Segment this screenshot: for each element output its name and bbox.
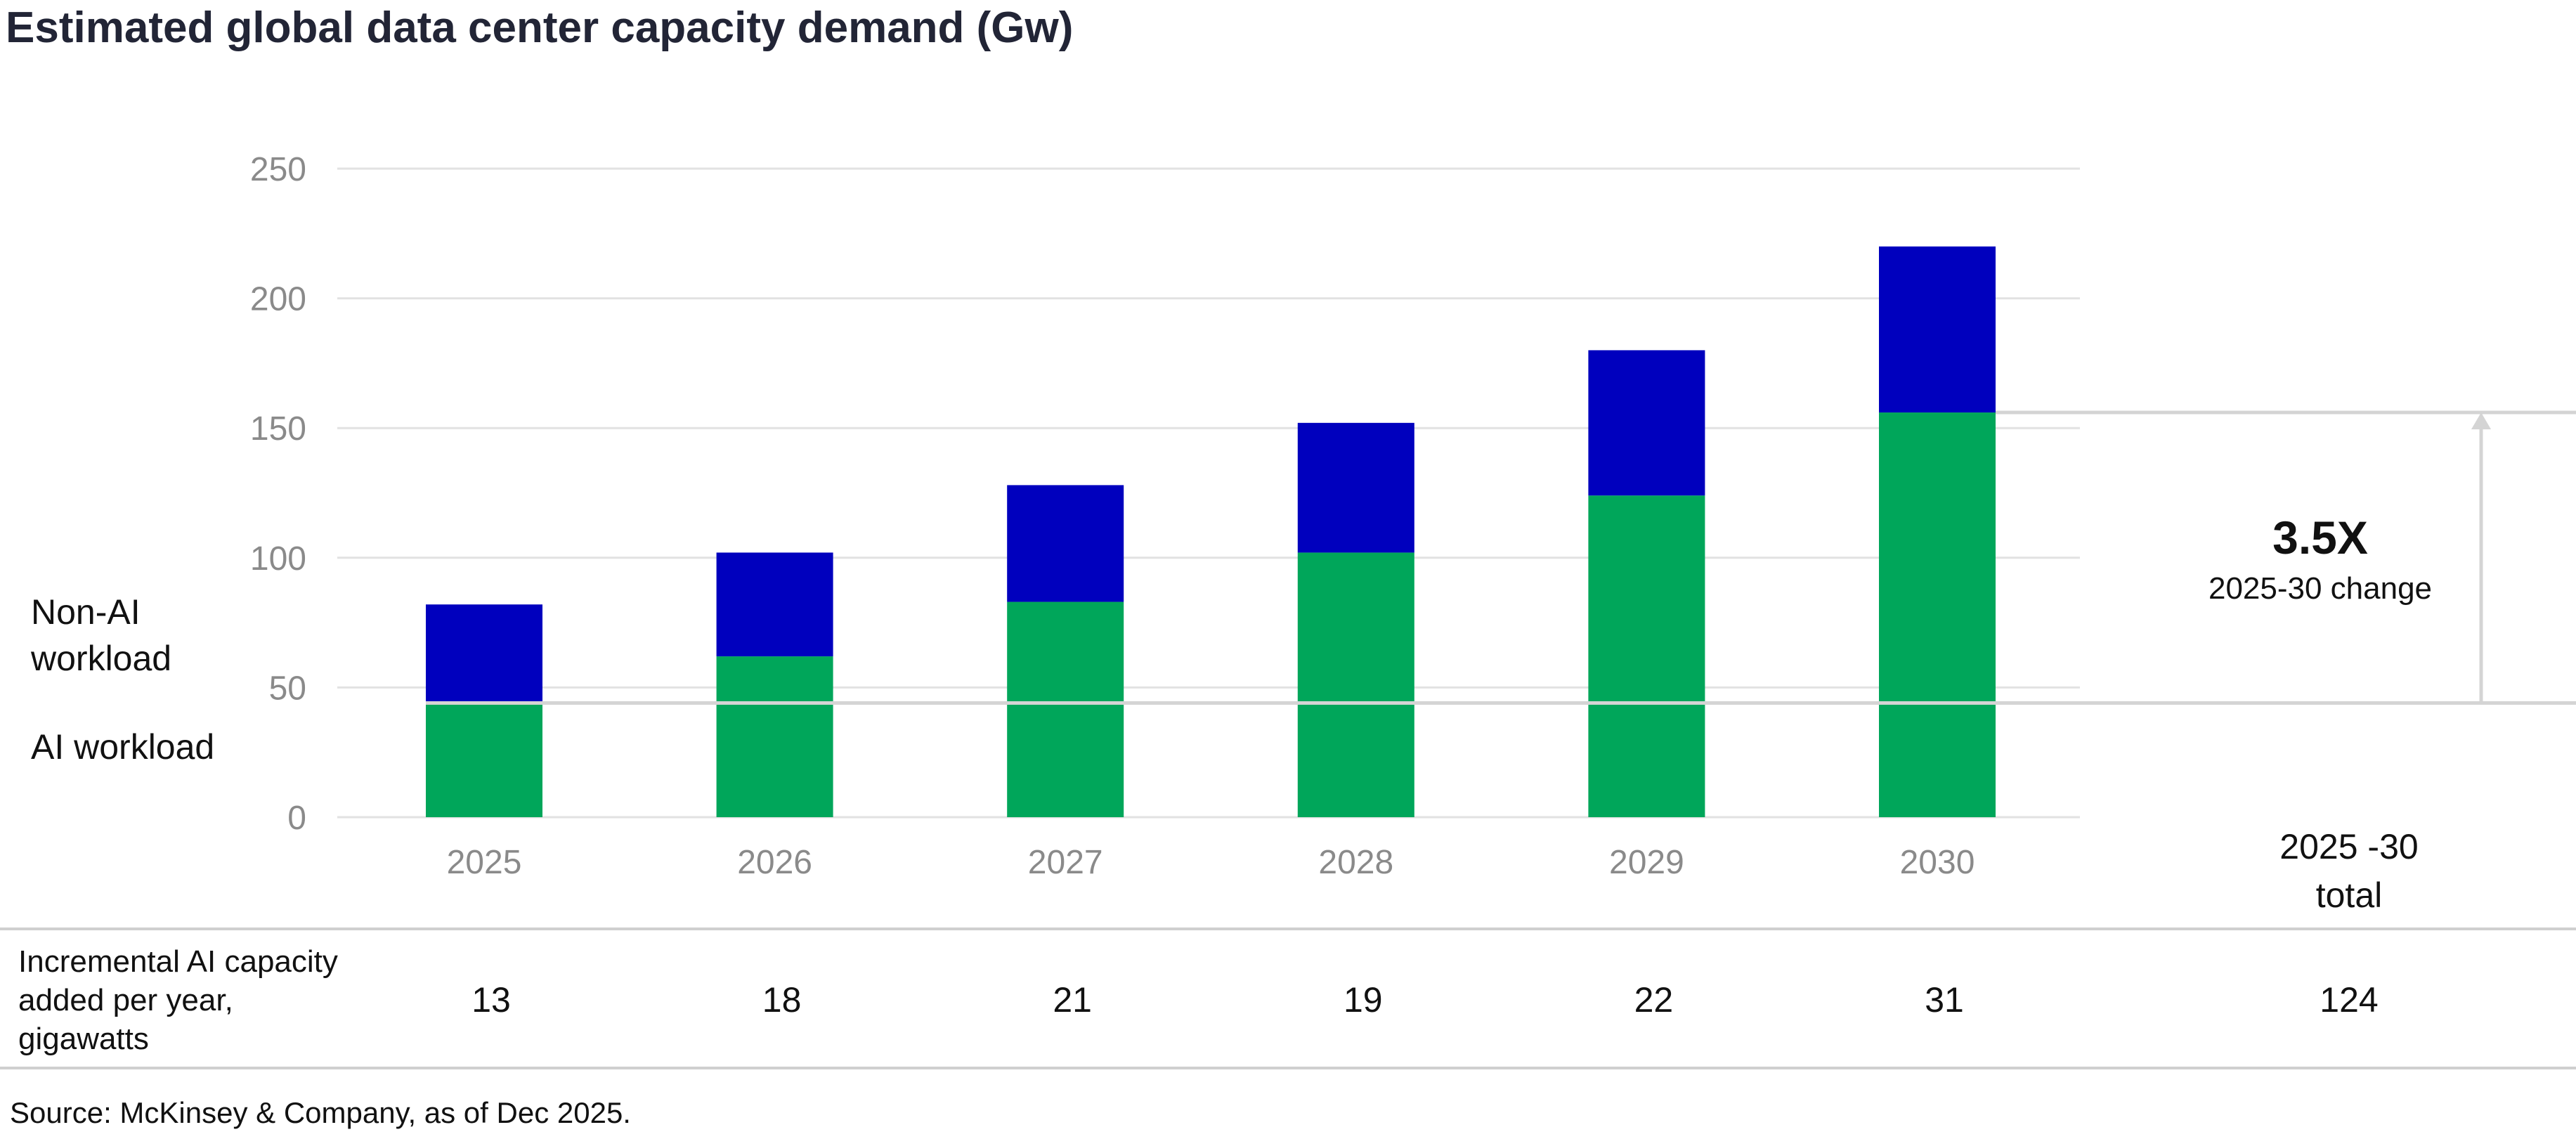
bar-nonai-2026 — [716, 552, 833, 657]
y-axis: 0 50 100 150 200 250 — [250, 151, 306, 837]
y-tick-label: 200 — [250, 281, 306, 318]
change-value: 3.5X — [2272, 512, 2368, 564]
table-values: 13 18 21 19 22 31 — [471, 980, 1964, 1020]
bars — [426, 246, 1996, 817]
y-tick-label: 50 — [269, 670, 306, 707]
bar-ai-2025 — [426, 703, 542, 817]
x-axis: 2025 2026 2027 2028 2029 2030 — [447, 844, 1975, 881]
x-tick-label: 2026 — [737, 844, 812, 881]
x-tick-label: 2028 — [1318, 844, 1393, 881]
bar-nonai-2030 — [1879, 246, 1996, 413]
change-arrow-head — [2471, 412, 2491, 430]
y-tick-label: 0 — [287, 800, 306, 837]
table-row-label-line2: added per year, — [18, 983, 233, 1017]
table-row-label-line1: Incremental AI capacity — [18, 944, 338, 979]
bar-nonai-2025 — [426, 604, 542, 703]
x-tick-label: 2025 — [447, 844, 522, 881]
total-header-line1: 2025 -30 — [2279, 827, 2418, 866]
bar-nonai-2027 — [1007, 485, 1124, 602]
y-tick-label: 250 — [250, 151, 306, 188]
legend-nonai-line2: workload — [30, 639, 171, 678]
legend-nonai-line1: Non-AI — [31, 592, 141, 632]
table-value-2028: 19 — [1344, 980, 1383, 1020]
table-total-value: 124 — [2320, 980, 2378, 1020]
change-annotation: 3.5X 2025-30 change — [426, 410, 2576, 705]
bar-nonai-2028 — [1297, 422, 1414, 553]
total-header-line2: total — [2316, 876, 2383, 915]
change-label: 2025-30 change — [2209, 571, 2432, 606]
bar-ai-2026 — [716, 656, 833, 817]
grid — [337, 167, 2080, 819]
table-value-2026: 18 — [762, 980, 802, 1020]
bar-ai-2027 — [1007, 601, 1124, 817]
table-value-2030: 31 — [1925, 980, 1964, 1020]
y-tick-label: 150 — [250, 410, 306, 448]
bar-ai-2028 — [1297, 552, 1414, 817]
x-tick-label: 2029 — [1609, 844, 1684, 881]
y-tick-label: 100 — [250, 540, 306, 578]
table-row-label-line3: gigawatts — [18, 1022, 149, 1056]
legend-ai: AI workload — [31, 727, 214, 767]
bar-ai-2029 — [1588, 495, 1705, 817]
table-value-2029: 22 — [1634, 980, 1674, 1020]
table-value-2025: 13 — [471, 980, 511, 1020]
chart-title: Estimated global data center capacity de… — [6, 4, 1073, 52]
x-tick-label: 2030 — [1900, 844, 1975, 881]
x-tick-label: 2027 — [1028, 844, 1103, 881]
bar-nonai-2029 — [1588, 350, 1705, 496]
source-note: Source: McKinsey & Company, as of Dec 20… — [10, 1096, 631, 1129]
table-value-2027: 21 — [1053, 980, 1092, 1020]
bar-ai-2030 — [1879, 412, 1996, 817]
